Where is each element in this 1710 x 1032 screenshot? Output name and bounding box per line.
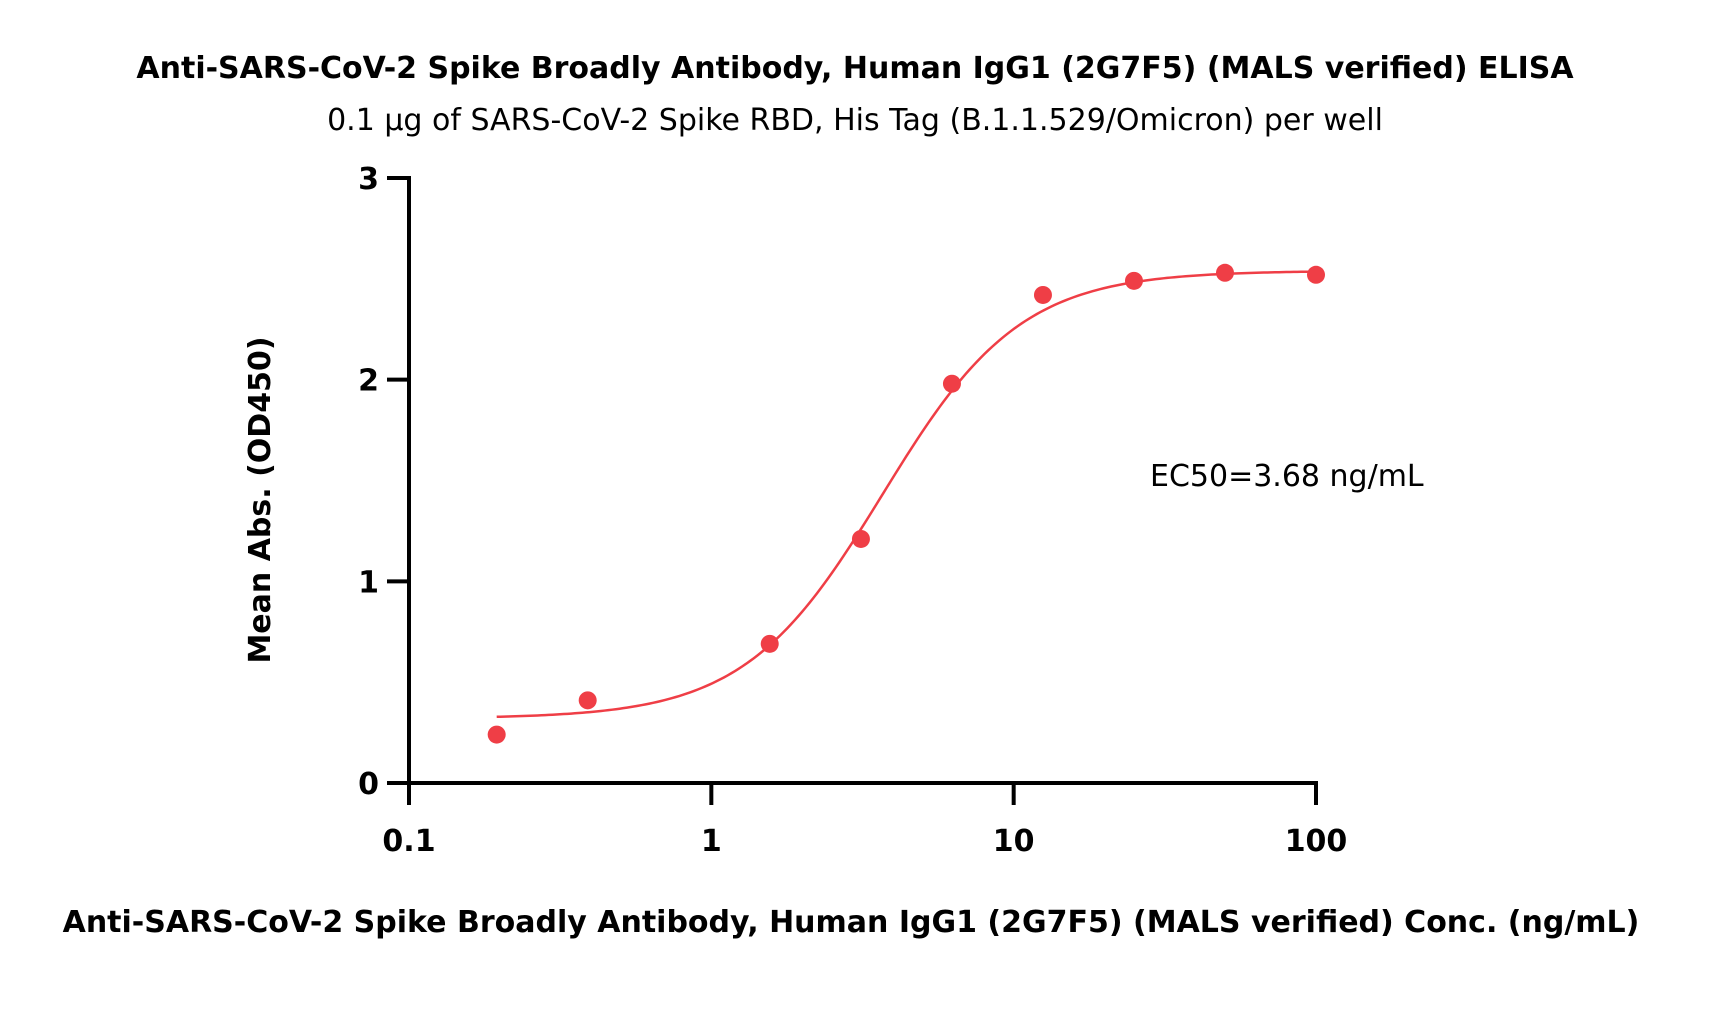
data-point xyxy=(487,725,506,744)
axes: 0 1 2 3 0.1 1 10 100 xyxy=(358,162,1347,859)
fit-curve-group xyxy=(496,270,1317,719)
x-tick-label: 0.1 xyxy=(382,824,435,859)
data-point xyxy=(1307,265,1325,284)
chart-subtitle: 0.1 μg of SARS-CoV-2 Spike RBD, His Tag … xyxy=(327,103,1383,138)
x-tick-label: 100 xyxy=(1285,824,1348,859)
chart-title: Anti-SARS-CoV-2 Spike Broadly Antibody, … xyxy=(136,51,1574,86)
y-axis-title: Mean Abs. (OD450) xyxy=(243,336,278,663)
y-tick-label: 3 xyxy=(358,162,379,197)
data-point xyxy=(578,691,597,710)
y-tick-label: 0 xyxy=(358,767,379,802)
data-point xyxy=(1124,271,1143,290)
x-tick-label: 10 xyxy=(993,824,1035,859)
data-point xyxy=(760,634,779,653)
x-tick-label: 1 xyxy=(701,824,722,859)
y-tick-label: 2 xyxy=(358,364,379,399)
data-point xyxy=(942,374,961,393)
data-point xyxy=(1033,285,1052,304)
data-point xyxy=(851,529,870,548)
fit-curve xyxy=(496,270,1317,719)
y-tick-label: 1 xyxy=(358,565,379,600)
data-points xyxy=(487,263,1325,744)
ec50-annotation: EC50=3.68 ng/mL xyxy=(1150,459,1424,494)
x-axis-title: Anti-SARS-CoV-2 Spike Broadly Antibody, … xyxy=(63,905,1640,940)
data-point xyxy=(1215,263,1234,282)
